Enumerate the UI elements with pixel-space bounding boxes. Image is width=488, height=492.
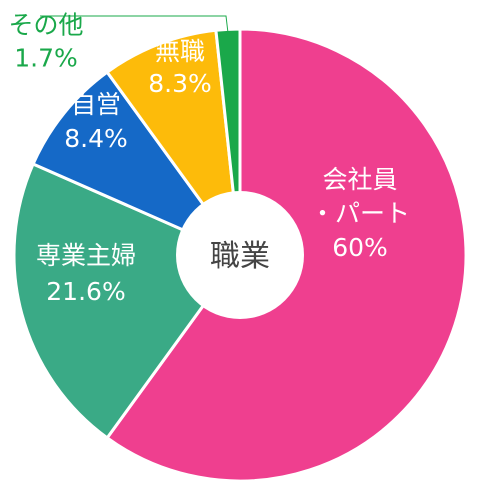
slice-label-line: 8.4%	[64, 124, 128, 153]
slice-label-line: 専業主婦	[36, 241, 136, 270]
slice-label: 専業主婦 21.6%	[36, 241, 136, 306]
slice-label-line: 1.7%	[14, 44, 78, 73]
slice-label-line: その他	[8, 11, 83, 40]
slice-label-line: 60%	[332, 233, 388, 262]
chart-title: 職業	[210, 239, 270, 274]
pie-slice	[31, 70, 242, 257]
slice-label: 会社員・パート 60%	[310, 165, 410, 262]
slice-labels: 会社員・パート 60% 専業主婦 21.6% 自営 8.4% 無職 8.3% その他 1.7%	[8, 11, 410, 307]
other-leader-line	[40, 15, 229, 34]
slice-label-line: 会社員	[322, 165, 397, 194]
pie-slice	[105, 28, 242, 257]
slice-label: その他 1.7%	[8, 11, 83, 73]
slice-label-line: 21.6%	[46, 277, 125, 306]
slice-label: 無職 8.3%	[148, 37, 212, 98]
slice-label-line: ・パート	[310, 199, 410, 228]
center-hole	[176, 191, 304, 319]
slice-label-line: 無職	[155, 37, 205, 66]
slice-label-line: 8.3%	[148, 69, 212, 98]
slice-label-line: 自営	[71, 90, 121, 119]
slice-label: 自営 8.4%	[64, 90, 128, 153]
